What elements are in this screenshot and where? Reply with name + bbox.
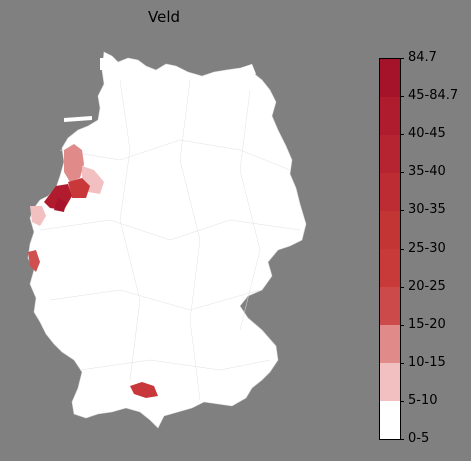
island-east-frisia xyxy=(64,116,92,122)
colorbar-segment xyxy=(380,401,400,439)
germany-landmass xyxy=(27,51,307,429)
island-north-frisia xyxy=(100,58,104,70)
colorbar-segment xyxy=(380,173,400,211)
region-ostallgaeu xyxy=(130,382,158,398)
colorbar-tick-label: 5-10 xyxy=(400,393,438,408)
colorbar-segment xyxy=(380,287,400,325)
colorbar-tick-label: 20-25 xyxy=(400,279,446,294)
region-steinfurt xyxy=(68,178,90,198)
island-ruegen xyxy=(240,64,256,78)
colorbar-segment xyxy=(380,325,400,363)
colorbar-segment xyxy=(380,363,400,401)
region-borken xyxy=(54,198,66,212)
colorbar-tick-label: 40-45 xyxy=(400,127,446,141)
colorbar-tick-label: 84.7 xyxy=(400,51,437,65)
colorbar-segment xyxy=(380,249,400,287)
colorbar-segment xyxy=(380,59,400,97)
colorbar xyxy=(379,58,401,440)
colorbar-segment xyxy=(380,135,400,173)
map-title: Veld xyxy=(148,8,181,26)
colorbar-tick-label: 0-5 xyxy=(399,432,429,446)
colorbar-tick-label: 15-20 xyxy=(400,317,446,332)
region-kleve xyxy=(30,206,46,226)
colorbar-tick-label: 10-15 xyxy=(400,355,446,370)
colorbar-tick-label: 45-84.7 xyxy=(399,89,458,103)
district-borders xyxy=(39,79,301,401)
region-heinsberg xyxy=(28,250,40,272)
colorbar-tick-label: 35-40 xyxy=(400,165,446,179)
region-emsland-north xyxy=(64,144,84,182)
colorbar-tick-label: 30-35 xyxy=(400,203,446,217)
colorbar-segment xyxy=(380,211,400,249)
colorbar-tick-label: 25-30 xyxy=(400,241,446,256)
colorbar-segment xyxy=(380,97,400,135)
